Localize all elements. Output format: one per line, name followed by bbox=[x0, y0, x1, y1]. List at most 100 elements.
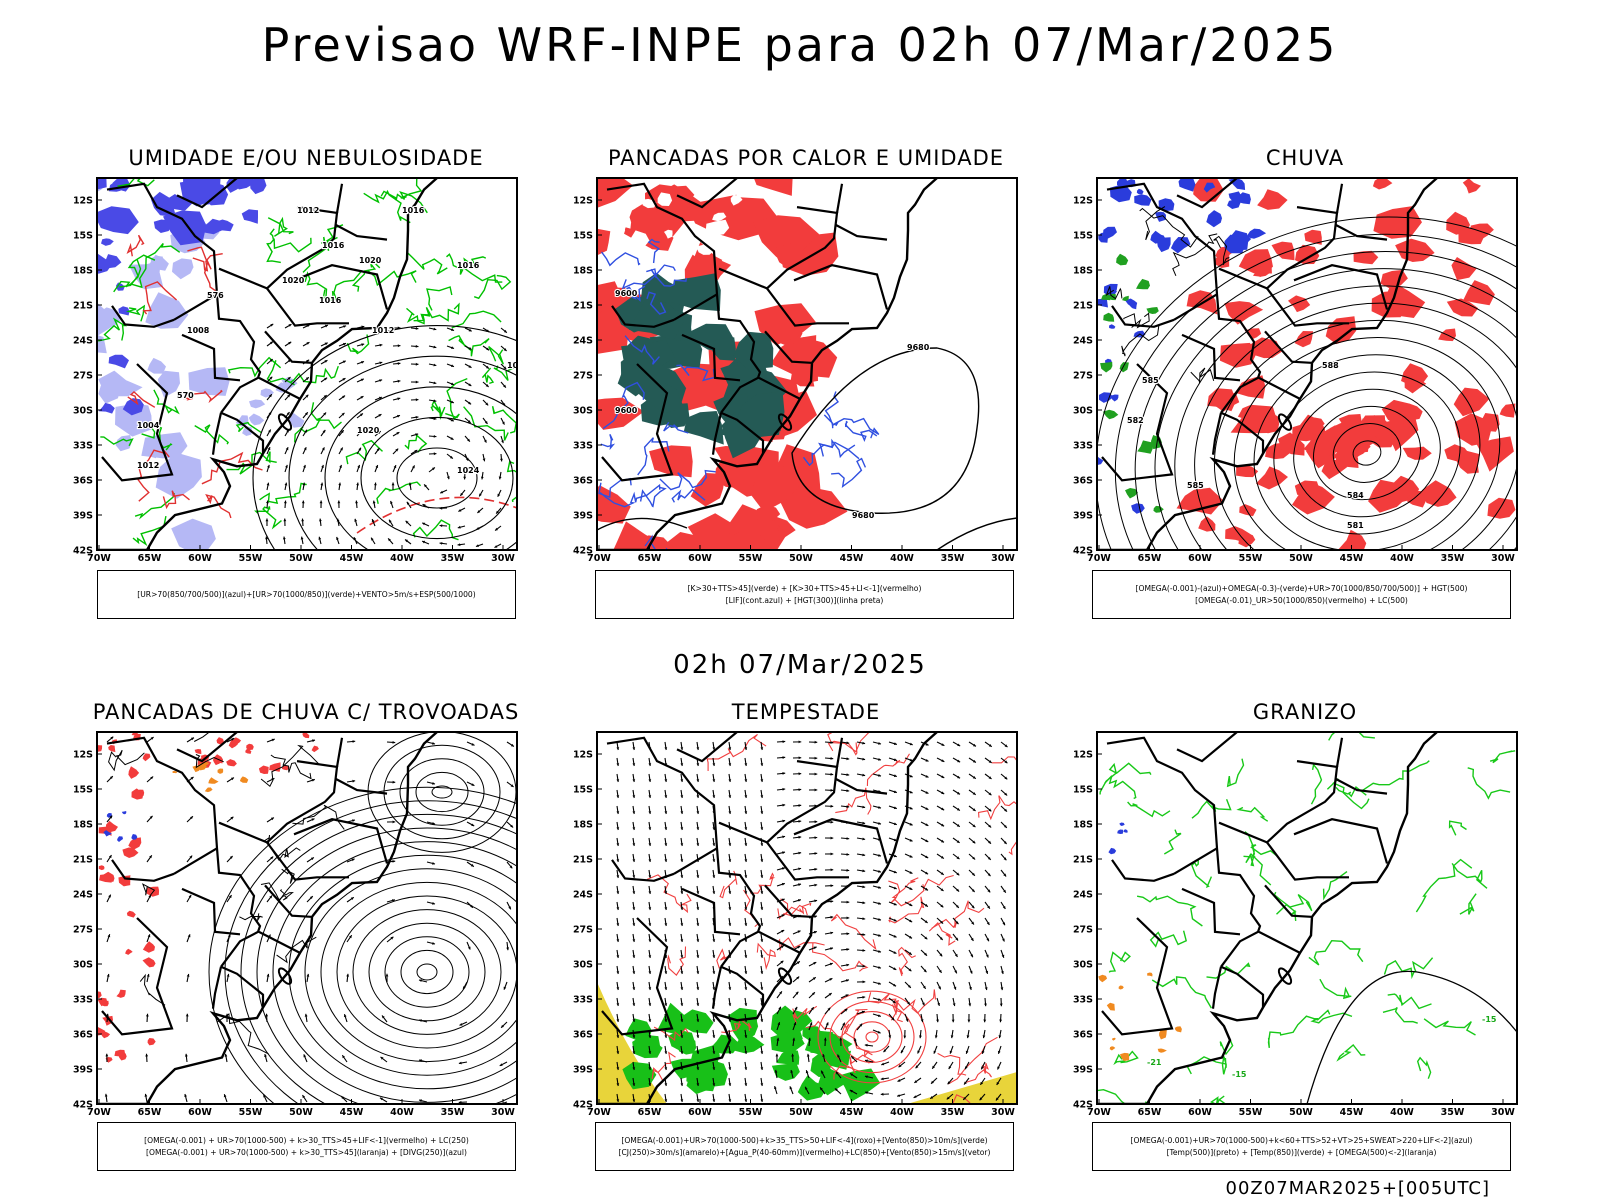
wind-vector-head bbox=[973, 743, 976, 747]
map-content bbox=[97, 732, 517, 1104]
rain-area bbox=[1403, 403, 1423, 421]
precipitable-water bbox=[952, 1094, 972, 1104]
latitude-label: 33S bbox=[573, 995, 593, 1006]
omega-green bbox=[1103, 312, 1115, 322]
wind-vector-head bbox=[712, 859, 716, 862]
storm-red bbox=[128, 766, 140, 779]
wind-vector-head bbox=[648, 1035, 652, 1038]
wind-vector-head bbox=[616, 955, 620, 958]
wind-vector-head bbox=[397, 362, 401, 365]
storm-red bbox=[246, 743, 254, 751]
wind-vector-head bbox=[941, 839, 944, 843]
latitude-label: 12S bbox=[1073, 750, 1093, 761]
streamline-arrow-head bbox=[270, 856, 274, 860]
precipitable-water bbox=[1008, 840, 1017, 856]
wind-vector-head bbox=[957, 775, 961, 779]
instability-red bbox=[666, 532, 710, 550]
wind-vector-head bbox=[971, 889, 975, 893]
longitude-label: 45W bbox=[340, 553, 364, 564]
longitude-label: 60W bbox=[188, 1107, 212, 1118]
humidity-area-dark bbox=[108, 354, 129, 369]
wind-vector-head bbox=[925, 839, 929, 842]
wind-vector-head bbox=[972, 808, 976, 811]
streamline-arrow-head bbox=[106, 973, 110, 977]
streamline-arrow-head bbox=[510, 824, 514, 828]
wind-vector-head bbox=[303, 464, 306, 468]
wind-vector-head bbox=[457, 543, 461, 547]
wind-vector-head bbox=[1001, 954, 1005, 958]
wind-vector-head bbox=[664, 1019, 668, 1022]
border-line bbox=[835, 183, 844, 214]
precipitable-water bbox=[750, 872, 776, 894]
latitude-label: 42S bbox=[73, 1100, 93, 1111]
humidity-low-level bbox=[119, 254, 156, 288]
wind-vector-head bbox=[324, 324, 328, 328]
omega-blue bbox=[1136, 188, 1144, 195]
wind-vector-head bbox=[914, 1080, 918, 1083]
wind-vector-head bbox=[358, 447, 361, 451]
humidity-low-level bbox=[451, 310, 502, 329]
wind-vector-head bbox=[664, 907, 668, 910]
wind-vector-head bbox=[266, 500, 269, 504]
precipitable-water bbox=[721, 1018, 752, 1033]
wind-vector-head bbox=[433, 399, 437, 403]
wind-vector-head bbox=[839, 1037, 843, 1041]
rain-area bbox=[1458, 227, 1484, 245]
storm-red bbox=[114, 1049, 126, 1058]
wind-vector-head bbox=[379, 326, 383, 329]
omega-orange bbox=[1174, 1026, 1182, 1033]
wind-vector-head bbox=[828, 993, 832, 996]
instability-green bbox=[708, 337, 736, 361]
wind-vector-head bbox=[371, 519, 375, 523]
humidity-area-light bbox=[115, 403, 152, 437]
wind-vector-head bbox=[888, 1035, 892, 1039]
streamline-arrow-head bbox=[145, 1053, 149, 1057]
wind-vector-head bbox=[496, 510, 499, 514]
omega-blue bbox=[1097, 456, 1104, 466]
rain-area bbox=[1278, 432, 1305, 456]
hgt-500-contour bbox=[1194, 302, 1517, 550]
wind-850-green bbox=[797, 1075, 828, 1101]
gap bbox=[612, 225, 626, 235]
storm-red bbox=[125, 948, 133, 955]
instability-red bbox=[649, 445, 693, 478]
latitude-label: 18S bbox=[73, 820, 93, 831]
wind-vector-head bbox=[301, 518, 305, 522]
map-frame bbox=[596, 177, 1018, 551]
wind-850-green bbox=[622, 1061, 657, 1090]
wind-vector-head bbox=[616, 939, 620, 942]
latitude-label: 24S bbox=[1073, 890, 1093, 901]
wind-vector-head bbox=[967, 1019, 971, 1023]
wind-vector-head bbox=[793, 1022, 797, 1026]
wind-vector-head bbox=[616, 923, 620, 926]
temp-850-contour bbox=[1099, 762, 1152, 795]
longitude-label: 65W bbox=[1138, 553, 1162, 564]
wind-vector-head bbox=[760, 795, 764, 798]
temp-850-contour bbox=[1322, 871, 1348, 901]
wind-vector-head bbox=[1003, 841, 1007, 845]
wind-vector-head bbox=[269, 394, 272, 398]
wind-vector-head bbox=[390, 500, 393, 504]
latitude-label: 27S bbox=[1073, 371, 1093, 382]
streamline-arrow-head bbox=[266, 973, 270, 977]
rain-area bbox=[1480, 413, 1500, 432]
wind-vector-head bbox=[936, 1019, 939, 1023]
wind-vector-head bbox=[1003, 889, 1006, 893]
latitude-label: 33S bbox=[1073, 995, 1093, 1006]
wind-vector-head bbox=[881, 1062, 885, 1066]
hail-blue bbox=[1119, 822, 1125, 826]
precipitable-water bbox=[978, 795, 1017, 821]
streamline-arrow-head bbox=[458, 1061, 462, 1065]
wind-vector-head bbox=[696, 955, 700, 958]
wind-vector-head bbox=[968, 1003, 972, 1007]
omega-blue bbox=[1206, 210, 1222, 228]
wind-vector-head bbox=[999, 1019, 1003, 1023]
rain-area bbox=[1236, 464, 1259, 478]
humidity-low-level bbox=[412, 519, 459, 541]
latitude-label: 39S bbox=[1073, 511, 1093, 522]
rain-area bbox=[1373, 206, 1422, 239]
contour-label: 1016 bbox=[319, 296, 342, 305]
streamline-arrow-head bbox=[184, 1053, 188, 1057]
wind-vector-head bbox=[862, 853, 866, 857]
streamline-arrow-head bbox=[108, 894, 111, 898]
